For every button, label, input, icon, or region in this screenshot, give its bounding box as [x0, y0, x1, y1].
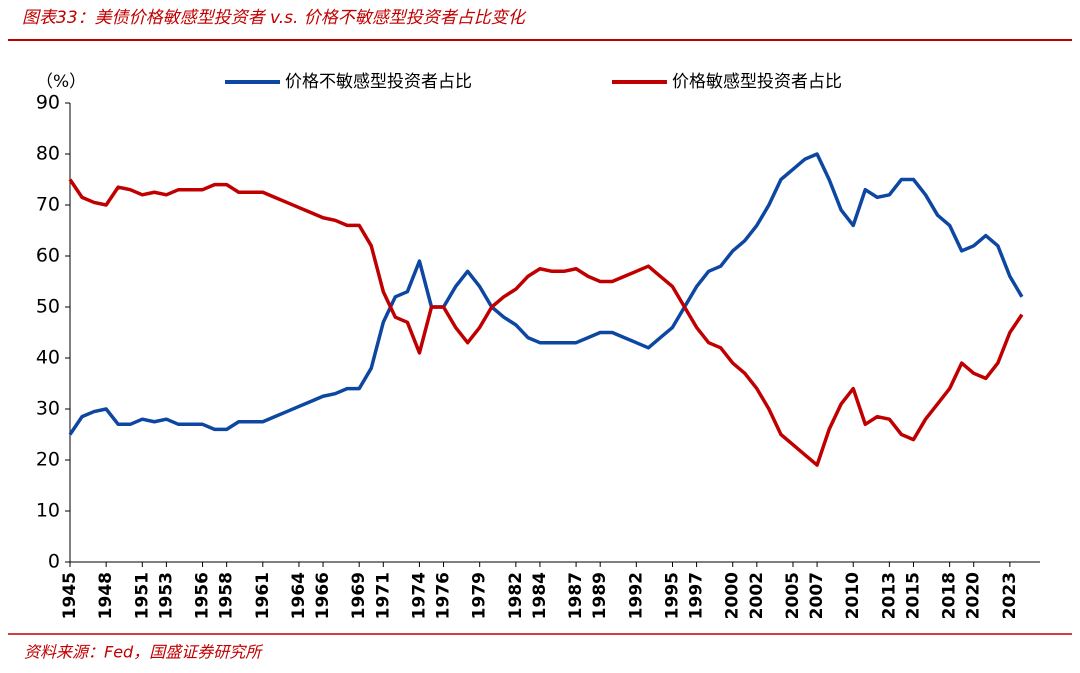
y-tick-label: 0: [48, 551, 60, 573]
x-tick-label: 1953: [156, 572, 176, 619]
y-tick-label: 10: [36, 500, 60, 522]
x-tick-label: 1971: [373, 572, 393, 619]
x-tick-label: 1989: [590, 572, 610, 619]
x-tick-label: 1992: [626, 572, 646, 619]
legend-label: 价格敏感型投资者占比: [672, 72, 842, 92]
y-tick-label: 90: [36, 92, 60, 114]
x-tick-label: 1951: [132, 572, 152, 619]
x-tick-label: 2020: [964, 572, 984, 619]
x-tick-label: 2000: [723, 572, 743, 619]
x-tick-label: 2007: [807, 572, 827, 619]
y-axis-label: （%）: [36, 72, 86, 92]
x-tick-label: 1979: [470, 572, 490, 619]
x-tick-label: 2005: [783, 572, 803, 619]
x-tick-label: 1995: [662, 572, 682, 619]
x-tick-label: 2010: [843, 572, 863, 619]
x-tick-label: 2018: [940, 572, 960, 619]
legend-label: 价格不敏感型投资者占比: [285, 72, 472, 92]
x-tick-label: 2023: [1000, 572, 1020, 619]
x-tick-label: 2002: [747, 572, 767, 619]
y-tick-label: 30: [36, 398, 60, 420]
y-tick-label: 20: [36, 449, 60, 471]
x-tick-label: 1984: [530, 572, 550, 619]
y-tick-label: 40: [36, 347, 60, 369]
x-tick-label: 1945: [60, 572, 80, 619]
series-line: [68, 152, 1024, 436]
x-tick-label: 1966: [313, 572, 333, 619]
x-tick-label: 1956: [193, 572, 213, 619]
y-tick-label: 60: [36, 245, 60, 267]
x-tick-label: 1969: [349, 572, 369, 619]
x-tick-label: 2013: [879, 572, 899, 619]
y-tick-label: 80: [36, 143, 60, 165]
x-tick-label: 1976: [434, 572, 454, 619]
x-tick-label: 1964: [289, 572, 309, 619]
y-tick-label: 70: [36, 194, 60, 216]
x-tick-label: 1987: [566, 572, 586, 619]
x-tick-label: 1997: [687, 572, 707, 619]
source-note: 资料来源：Fed，国盛证券研究所: [24, 643, 264, 662]
x-tick-label: 1974: [409, 572, 429, 619]
series-line: [68, 178, 1024, 467]
x-tick-label: 1982: [506, 572, 526, 619]
x-tick-label: 1948: [96, 572, 116, 619]
x-tick-label: 1961: [253, 572, 273, 619]
x-tick-label: 1958: [217, 572, 237, 619]
x-tick-label: 2015: [903, 572, 923, 619]
chart-title: 图表33：美债价格敏感型投资者 v.s. 价格不敏感型投资者占比变化: [22, 8, 527, 28]
y-tick-label: 50: [36, 296, 60, 318]
